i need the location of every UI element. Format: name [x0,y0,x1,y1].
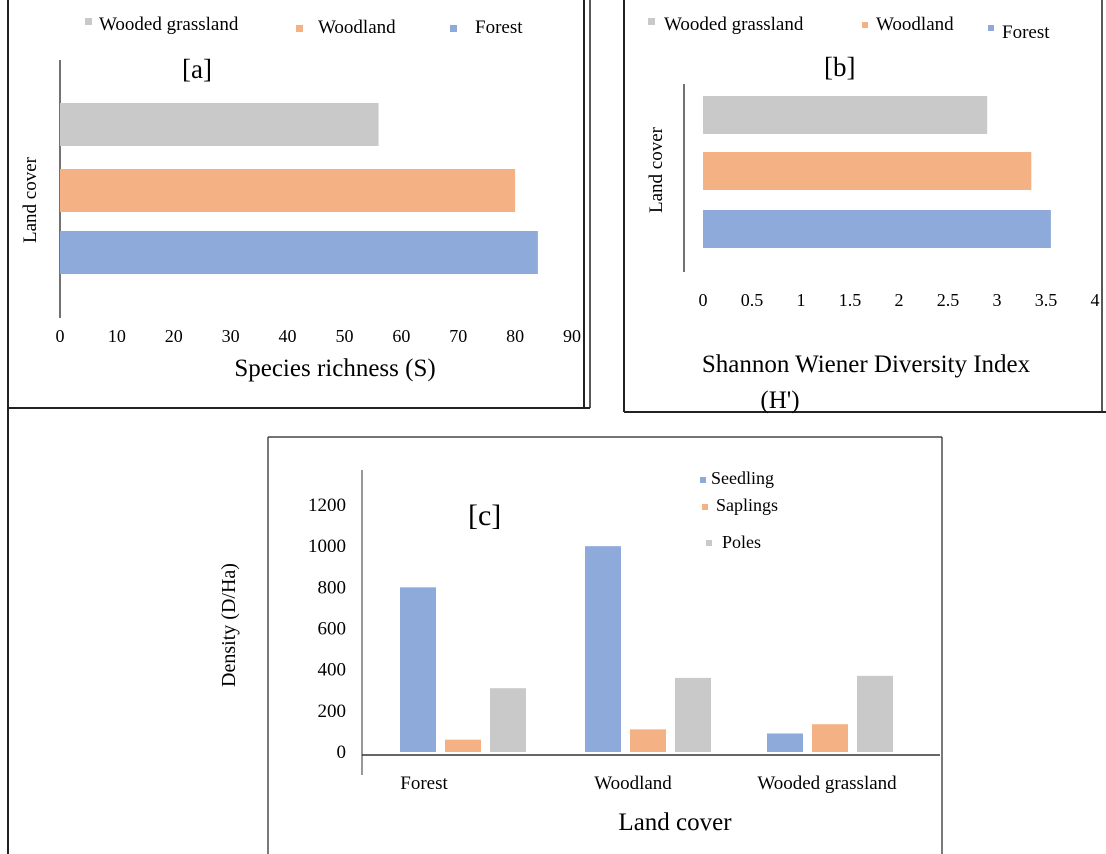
x-tick-label-a: 10 [108,326,126,346]
x-tick-label-a: 60 [392,326,410,346]
legend-label-wooded-grassland-b: Wooded grassland [664,14,804,35]
x-tick-label-b: 4 [1091,290,1100,310]
legend-swatch-saplings [702,504,708,510]
legend-label-forest-b: Forest [1002,22,1050,43]
x-axis-label-c: Land cover [618,809,732,836]
legend-label-wooded-grassland: Wooded grassland [99,14,239,35]
x-tick-label-b: 3.5 [1035,290,1058,310]
legend-label-forest: Forest [475,17,523,38]
y-tick-label-c: 0 [337,742,347,763]
x-axis-label-b-line2: (H') [760,387,799,414]
x-tick-label-a: 90 [563,326,581,346]
chart-panel-b: Wooded grassland Woodland Forest [b] Lan… [646,14,1100,414]
y-axis-label-a: Land cover [20,156,41,243]
chart-panel-a: Wooded grassland Woodland Forest [a] Lan… [20,14,581,382]
legend-swatch-forest-b [988,25,994,31]
y-tick-label-c: 800 [318,577,347,598]
y-tick-label-c: 600 [318,619,347,640]
legend-swatch-wooded-grassland-b [648,18,655,25]
y-tick-label-c: 400 [318,660,347,681]
category-label-c-woodland: Woodland [594,773,672,794]
bar-c-woodland-seedling [585,546,621,752]
legend-label-woodland-b: Woodland [876,14,954,35]
y-axis-label-c: Density (D/Ha) [218,563,240,687]
category-label-c-forest: Forest [400,773,448,794]
x-tick-label-a: 50 [335,326,353,346]
y-axis-label-b: Land cover [646,126,667,213]
x-tick-label-a: 70 [449,326,467,346]
y-tick-label-c: 1000 [308,536,346,557]
x-tick-label-b: 2.5 [937,290,960,310]
y-tick-label-c: 200 [318,701,347,722]
bar-c-wooded-grassland-seedling [767,733,803,752]
bar-a-forest [60,231,538,274]
bar-a-wooded-grassland [60,103,379,146]
panel-label-a: [a] [182,54,212,84]
bar-c-forest-seedling [400,587,436,752]
chart-panel-c: [c] Density (D/Ha) 0 200 400 600 800 1000 1200… [218,468,940,836]
x-tick-label-a: 0 [56,326,65,346]
x-tick-label-a: 30 [222,326,240,346]
bar-c-woodland-saplings [630,729,666,752]
legend-swatch-forest [450,25,457,32]
legend-swatch-seedling [700,477,706,483]
legend-label-seedling: Seedling [711,468,774,488]
x-tick-label-b: 3 [993,290,1002,310]
legend-b: Wooded grassland Woodland Forest [648,14,1050,43]
x-tick-label-b: 1.5 [839,290,862,310]
panel-label-b: [b] [824,52,855,82]
x-tick-label-a: 20 [165,326,183,346]
bar-c-woodland-poles [675,677,711,752]
legend-label-poles: Poles [722,532,761,552]
x-tick-label-a: 40 [279,326,297,346]
category-label-c-wooded-grassland: Wooded grassland [757,773,897,794]
x-tick-label-a: 80 [506,326,524,346]
bar-c-forest-saplings [445,739,481,752]
bar-b-woodland [703,152,1032,190]
legend-swatch-woodland-b [862,22,868,28]
bar-c-wooded-grassland-saplings [812,724,848,752]
panel-label-c: [c] [468,499,501,532]
bar-c-forest-poles [490,688,526,752]
legend-label-saplings: Saplings [716,495,778,515]
x-tick-label-b: 2 [895,290,904,310]
x-axis-label-a: Species richness (S) [234,355,435,382]
x-tick-label-b: 0 [699,290,708,310]
legend-c: Seedling Saplings Poles [700,468,778,552]
panel-frames [7,0,1106,854]
x-tick-label-b: 1 [797,290,806,310]
legend-a: Wooded grassland Woodland Forest [85,14,523,38]
legend-label-woodland: Woodland [318,17,396,38]
bar-b-forest [703,210,1051,248]
legend-swatch-woodland [296,25,303,32]
legend-swatch-poles [706,540,712,546]
legend-swatch-wooded-grassland [85,18,92,25]
bar-a-woodland [60,169,516,212]
bar-b-wooded-grassland [703,96,988,134]
bar-c-wooded-grassland-poles [857,675,893,752]
x-axis-label-b-line1: Shannon Wiener Diversity Index [702,351,1031,378]
y-tick-label-c: 1200 [308,495,346,516]
x-tick-label-b: 0.5 [741,290,764,310]
